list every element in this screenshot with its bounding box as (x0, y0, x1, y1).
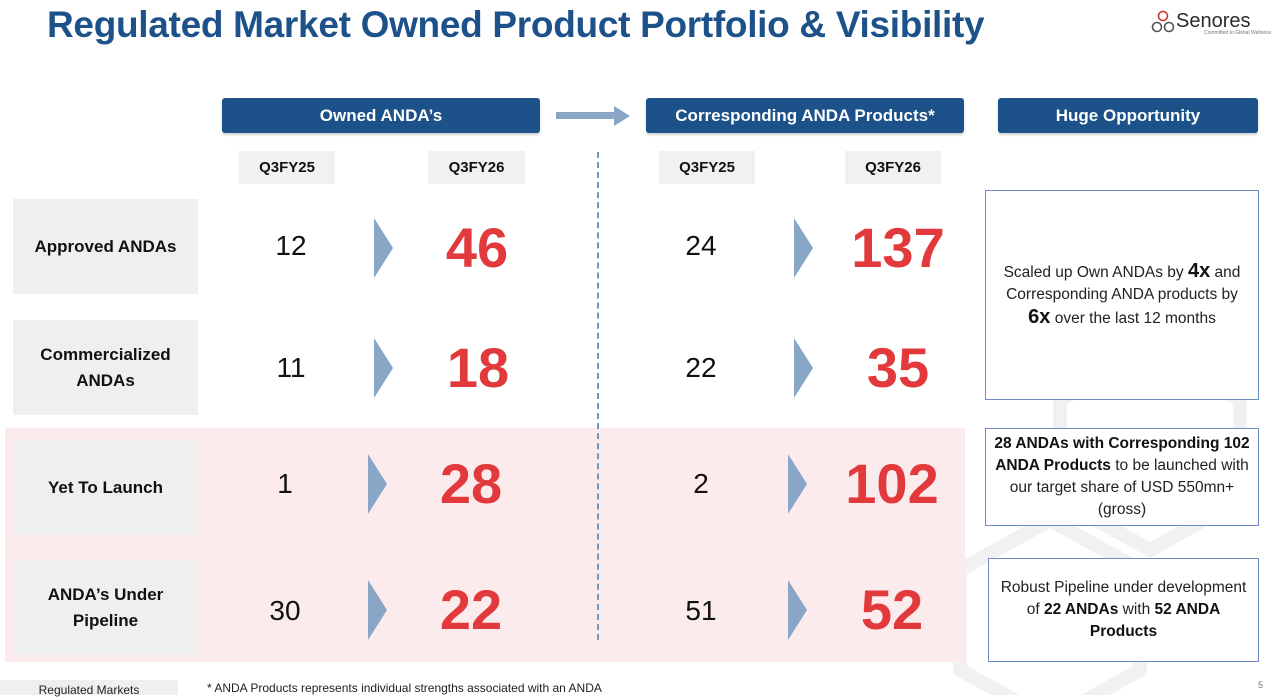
opp1-text-1: Scaled up Own ANDAs by (1003, 264, 1188, 281)
row-label-approved: Approved ANDAs (13, 199, 198, 294)
col-owned-curr: Q3FY26 (428, 151, 525, 184)
chevron-right-icon (788, 454, 807, 514)
header-corresponding-products: Corresponding ANDA Products* (646, 98, 964, 133)
value-corr-curr: 52 (860, 578, 924, 641)
col-corr-prev: Q3FY25 (659, 151, 755, 184)
value-owned-prev: 1 (277, 468, 293, 499)
opp3-bold-2: 52 ANDA Products (1089, 601, 1221, 640)
footnote: * ANDA Products represents individual st… (207, 681, 602, 695)
value-owned-curr: 18 (446, 336, 510, 399)
footer-tag: Regulated Markets (0, 680, 178, 697)
chevron-right-icon (374, 338, 393, 398)
column-divider (597, 152, 599, 640)
opp2-bold-1: 28 ANDAs with Corresponding 102 ANDA Pro… (994, 435, 1250, 474)
opp1-bold-2: 6x (1028, 306, 1051, 328)
value-owned-prev: 30 (269, 595, 301, 626)
page-number: 5 (1258, 680, 1264, 690)
value-corr-curr: 102 (845, 452, 939, 515)
value-owned-curr: 28 (439, 452, 503, 515)
opp1-text-3: over the last 12 months (1050, 310, 1216, 327)
chevron-right-icon (368, 454, 387, 514)
opp2-text-1: to be launched with our target share of … (1009, 457, 1249, 518)
value-corr-curr: 35 (866, 336, 930, 399)
opportunity-box-launch: 28 ANDAs with Corresponding 102 ANDA Pro… (985, 428, 1259, 526)
value-owned-curr: 22 (439, 578, 503, 641)
opp3-text-1: Robust Pipeline under development of (1000, 579, 1247, 618)
row-label-yet-to-launch: Yet To Launch (13, 440, 198, 535)
value-corr-prev: 51 (685, 595, 717, 626)
hexagon-logo-icon (1151, 10, 1175, 33)
opportunity-box-pipeline: Robust Pipeline under development of 22 … (988, 558, 1259, 662)
opp3-text-2: with (1118, 601, 1155, 618)
chevron-right-icon (374, 218, 393, 278)
value-owned-prev: 11 (276, 352, 306, 383)
opportunity-box-growth: Scaled up Own ANDAs by 4x and Correspond… (985, 190, 1259, 400)
opp1-bold-1: 4x (1187, 260, 1211, 282)
chevron-right-icon (788, 580, 807, 640)
value-corr-curr: 137 (851, 216, 945, 279)
logo: Senores Committed to Global Wellness (1150, 10, 1271, 36)
value-owned-prev: 12 (275, 230, 307, 261)
arrow-right-icon (556, 106, 630, 126)
value-corr-prev: 24 (685, 230, 717, 261)
row-label-commercialized: Commercialized ANDAs (13, 320, 198, 415)
logo-name: Senores (1176, 10, 1251, 32)
opp1-text-2: and Corresponding ANDA products by (1006, 264, 1241, 303)
chevron-right-icon (368, 580, 387, 640)
opp3-bold-1: 22 ANDAs (1043, 601, 1119, 618)
header-opportunity: Huge Opportunity (998, 98, 1258, 133)
value-corr-prev: 22 (685, 352, 717, 383)
chevron-right-icon (794, 338, 813, 398)
col-corr-curr: Q3FY26 (845, 151, 941, 184)
logo-tagline: Committed to Global Wellness (1204, 30, 1272, 36)
value-corr-prev: 2 (693, 468, 709, 499)
chevron-right-icon (794, 218, 813, 278)
page-title: Regulated Market Owned Product Portfolio… (47, 4, 985, 45)
header-owned-andas: Owned ANDA’s (222, 98, 540, 133)
row-label-pipeline: ANDA’s Under Pipeline (13, 560, 198, 655)
col-owned-prev: Q3FY25 (239, 151, 335, 184)
value-owned-curr: 46 (445, 216, 509, 279)
